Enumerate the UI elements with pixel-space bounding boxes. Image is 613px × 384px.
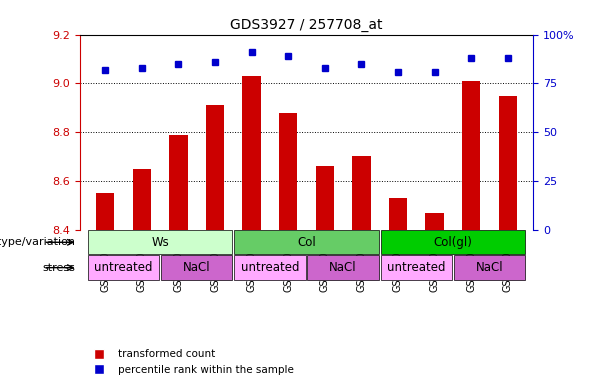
Bar — [462, 81, 480, 230]
Bar — [169, 134, 188, 230]
Bar — [381, 255, 452, 280]
Bar — [279, 113, 297, 230]
Legend: transformed count, percentile rank within the sample: transformed count, percentile rank withi… — [85, 345, 299, 379]
Text: NaCl: NaCl — [329, 261, 357, 274]
Bar — [96, 193, 115, 230]
Text: NaCl: NaCl — [476, 261, 503, 274]
Text: Ws: Ws — [151, 236, 169, 249]
Bar — [88, 255, 159, 280]
Bar — [243, 76, 261, 230]
Bar — [425, 212, 444, 230]
Bar — [234, 255, 306, 280]
Text: Col: Col — [297, 236, 316, 249]
Bar — [352, 156, 370, 230]
Bar — [316, 166, 334, 230]
Text: untreated: untreated — [387, 261, 446, 274]
Bar — [88, 230, 232, 255]
Text: untreated: untreated — [94, 261, 153, 274]
Bar — [206, 105, 224, 230]
Text: genotype/variation: genotype/variation — [0, 237, 75, 247]
Text: Col(gl): Col(gl) — [433, 236, 472, 249]
Bar — [389, 198, 407, 230]
Bar — [307, 255, 379, 280]
Bar — [234, 230, 379, 255]
Bar — [133, 169, 151, 230]
Text: stress: stress — [42, 263, 75, 273]
Text: untreated: untreated — [241, 261, 299, 274]
Bar — [161, 255, 232, 280]
Bar — [454, 255, 525, 280]
Bar — [381, 230, 525, 255]
Title: GDS3927 / 257708_at: GDS3927 / 257708_at — [230, 18, 383, 32]
Text: NaCl: NaCl — [183, 261, 211, 274]
Bar — [498, 96, 517, 230]
